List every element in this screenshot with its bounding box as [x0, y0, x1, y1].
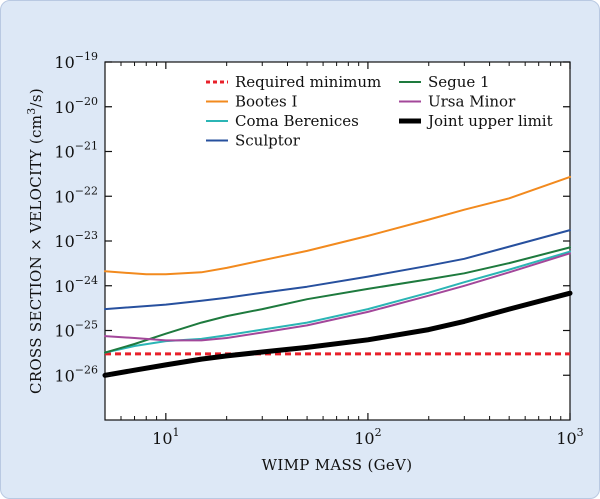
y-axis-title: CROSS SECTION × VELOCITY (cm3/s): [25, 88, 45, 394]
y-tick-label: 10−25: [54, 319, 98, 341]
y-tick-label: 10−23: [54, 229, 98, 251]
y-tick-label: 10−24: [54, 274, 98, 296]
series-line-joint-upper-limit: [102, 290, 573, 378]
series-line-ursa-minor: [104, 252, 571, 342]
series-line-coma-berenices: [104, 250, 571, 354]
y-tick-label: 10−19: [54, 50, 98, 72]
legend-label: Segue 1: [428, 73, 490, 91]
x-tick-label: 101: [152, 426, 179, 448]
legend-label: Bootes I: [235, 93, 297, 111]
series-layer: [102, 175, 573, 378]
legend-label: Ursa Minor: [428, 93, 516, 111]
series-line-segue-1: [104, 246, 571, 354]
x-tick-label: 103: [556, 426, 583, 448]
x-axis-title: WIMP MASS (GeV): [262, 456, 413, 474]
series-line-sculptor: [104, 229, 571, 311]
x-tick-label: 102: [354, 426, 381, 448]
legend-label: Coma Berenices: [235, 112, 359, 130]
series-line-bootes-i: [104, 175, 571, 276]
y-tick-label: 10−21: [54, 140, 98, 162]
legend-label: Required minimum: [235, 73, 381, 91]
legend-label: Sculptor: [235, 132, 301, 150]
axes: 101 102 103 10−19 10−20 10−21 10−22 10−23 10−24 1…: [54, 50, 583, 448]
y-tick-label: 10−26: [54, 363, 98, 385]
legend-label: Joint upper limit: [426, 112, 553, 130]
y-tick-label: 10−20: [54, 95, 98, 117]
y-tick-label: 10−22: [54, 184, 98, 206]
